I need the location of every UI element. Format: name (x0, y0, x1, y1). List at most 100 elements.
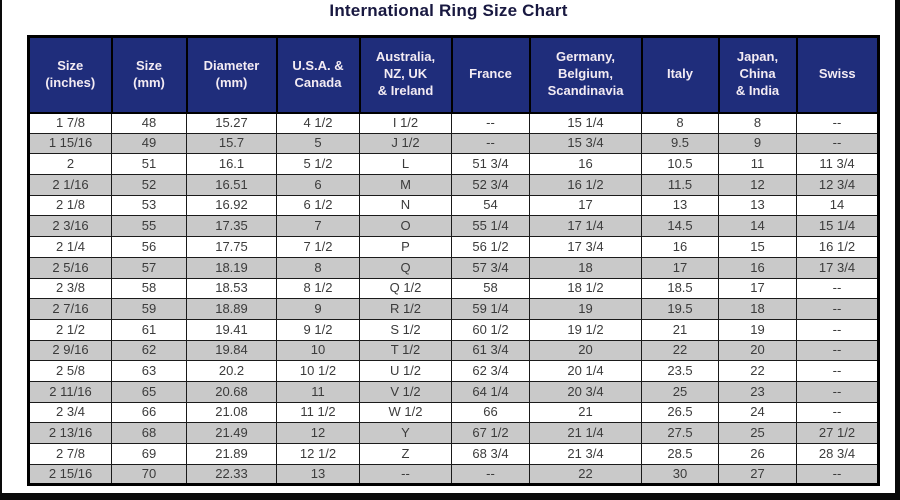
table-cell: 15 1/4 (796, 215, 879, 238)
page-title: International Ring Size Chart (329, 1, 568, 20)
table-cell: 17.75 (186, 236, 277, 258)
table-cell: 13 (718, 194, 797, 217)
table-cell: 17 1/4 (529, 215, 642, 238)
table-cell: 56 (111, 236, 187, 258)
table-cell: 18.19 (186, 256, 277, 279)
table-cell: 2 5/16 (28, 256, 112, 279)
table-cell: -- (796, 298, 879, 320)
table-cell: -- (451, 463, 530, 486)
table-cell: -- (796, 339, 879, 362)
table-cell: 52 3/4 (451, 174, 530, 196)
table-cell: 18 (718, 298, 797, 320)
table-cell: -- (451, 132, 530, 155)
table-cell: 22 (641, 339, 719, 362)
table-cell: 30 (641, 463, 719, 486)
table-cell: 9.5 (641, 132, 719, 155)
table-cell: -- (451, 112, 530, 134)
table-cell: 20 (529, 339, 642, 362)
table-cell: 7 (276, 215, 360, 238)
table-cell: 15 (718, 236, 797, 258)
table-cell: 26.5 (641, 401, 719, 424)
table-row: 2 9/16 62 19.84 10 T 1/2 61 3/4 20 22 20 -- (28, 339, 879, 362)
table-cell: 18.89 (186, 298, 277, 320)
table-cell: 21 1/4 (529, 422, 642, 444)
table-cell: 15.7 (186, 132, 277, 155)
table-cell: 6 1/2 (276, 194, 360, 217)
table-row: 1 15/16 49 15.7 5 J 1/2 -- 15 3/4 9.5 9 -- (28, 132, 879, 155)
table-cell: 2 3/16 (28, 215, 112, 238)
table-row: 2 1/4 56 17.75 7 1/2 P 56 1/2 17 3/4 16 15 16 1/2 (28, 236, 879, 258)
table-cell: 23 (718, 380, 797, 403)
table-cell: 25 (641, 380, 719, 403)
table-row: 2 5/8 63 20.2 10 1/2 U 1/2 62 3/4 20 1/4 23.5 22… (28, 360, 879, 382)
table-cell: 2 (28, 153, 112, 176)
table-cell: 16 (529, 153, 642, 176)
table-cell: 49 (111, 132, 187, 155)
table-row: 2 3/4 66 21.08 11 1/2 W 1/2 66 21 26.5 24 -- (28, 401, 879, 424)
table-cell: 20 (718, 339, 797, 362)
column-header-italy: Italy (640, 35, 720, 114)
table-cell: 16 (641, 236, 719, 258)
table-cell: J 1/2 (359, 132, 452, 155)
table-cell: 7 1/2 (276, 236, 360, 258)
table-cell: Y (359, 422, 452, 444)
table-cell: 17 (718, 277, 797, 300)
table-cell: 19.5 (641, 298, 719, 320)
table-cell: 52 (111, 174, 187, 196)
table-cell: 28.5 (641, 443, 719, 465)
table-cell: 14 (796, 194, 879, 217)
table-cell: 54 (451, 194, 530, 217)
table-cell: 25 (718, 422, 797, 444)
table-cell: 23.5 (641, 360, 719, 382)
table-cell: 26 (718, 443, 797, 465)
table-cell: 27 (718, 463, 797, 486)
table-cell: 63 (111, 360, 187, 382)
table-cell: 4 1/2 (276, 112, 360, 134)
table-cell: 21 3/4 (529, 443, 642, 465)
table-cell: 13 (641, 194, 719, 217)
table-cell: 59 (111, 298, 187, 320)
table-cell: -- (796, 380, 879, 403)
table-cell: 62 3/4 (451, 360, 530, 382)
table-row: 2 1/16 52 16.51 6 M 52 3/4 16 1/2 11.5 12 12 3/4 (28, 174, 879, 196)
table-cell: 10.5 (641, 153, 719, 176)
table-cell: W 1/2 (359, 401, 452, 424)
table-row: 2 11/16 65 20.68 11 V 1/2 64 1/4 20 3/4 25 23 -- (28, 380, 879, 403)
table-cell: 11 (718, 153, 797, 176)
table-cell: 17 (641, 256, 719, 279)
table-cell: 21 (641, 318, 719, 341)
table-header-row: Size (inches) Size (mm) Diameter (mm) U.S.A… (27, 35, 880, 114)
table-cell: 20 1/4 (529, 360, 642, 382)
table-row: 2 1/2 61 19.41 9 1/2 S 1/2 60 1/2 19 1/2 21 19 -- (28, 318, 879, 341)
table-row: 2 3/8 58 18.53 8 1/2 Q 1/2 58 18 1/2 18.5 17 -- (28, 277, 879, 300)
table-cell: -- (796, 360, 879, 382)
table-cell: 17.35 (186, 215, 277, 238)
ring-size-table: Size (inches) Size (mm) Diameter (mm) U.S.A… (27, 35, 880, 487)
table-row: 2 5/16 57 18.19 8 Q 57 3/4 18 17 16 17 3/4 (28, 256, 879, 279)
table-row: 2 3/16 55 17.35 7 O 55 1/4 17 1/4 14.5 14 15 1/4 (28, 215, 879, 238)
table-cell: T 1/2 (359, 339, 452, 362)
table-row: 1 7/8 48 15.27 4 1/2 I 1/2 -- 15 1/4 8 8 -- (28, 112, 879, 134)
table-cell: 61 3/4 (451, 339, 530, 362)
table-cell: S 1/2 (359, 318, 452, 341)
table-cell: 2 7/16 (28, 298, 112, 320)
table-cell: 13 (276, 463, 360, 486)
table-cell: 20.68 (186, 380, 277, 403)
table-cell: 67 1/2 (451, 422, 530, 444)
table-cell: 22.33 (186, 463, 277, 486)
table-cell: Q (359, 256, 452, 279)
column-header-size-inches: Size (inches) (27, 35, 113, 114)
table-cell: Q 1/2 (359, 277, 452, 300)
table-cell: 20.2 (186, 360, 277, 382)
column-header-germany-belgium-scandinavia: Germany, Belgium, Scandinavia (528, 35, 643, 114)
table-cell: 21.49 (186, 422, 277, 444)
table-cell: Z (359, 443, 452, 465)
table-cell: 55 (111, 215, 187, 238)
table-cell: 2 3/8 (28, 277, 112, 300)
table-cell: 16.1 (186, 153, 277, 176)
table-cell: 12 (276, 422, 360, 444)
table-cell: 5 (276, 132, 360, 155)
table-row: 2 7/8 69 21.89 12 1/2 Z 68 3/4 21 3/4 28.5 26 28 … (28, 443, 879, 465)
table-cell: 15.27 (186, 112, 277, 134)
